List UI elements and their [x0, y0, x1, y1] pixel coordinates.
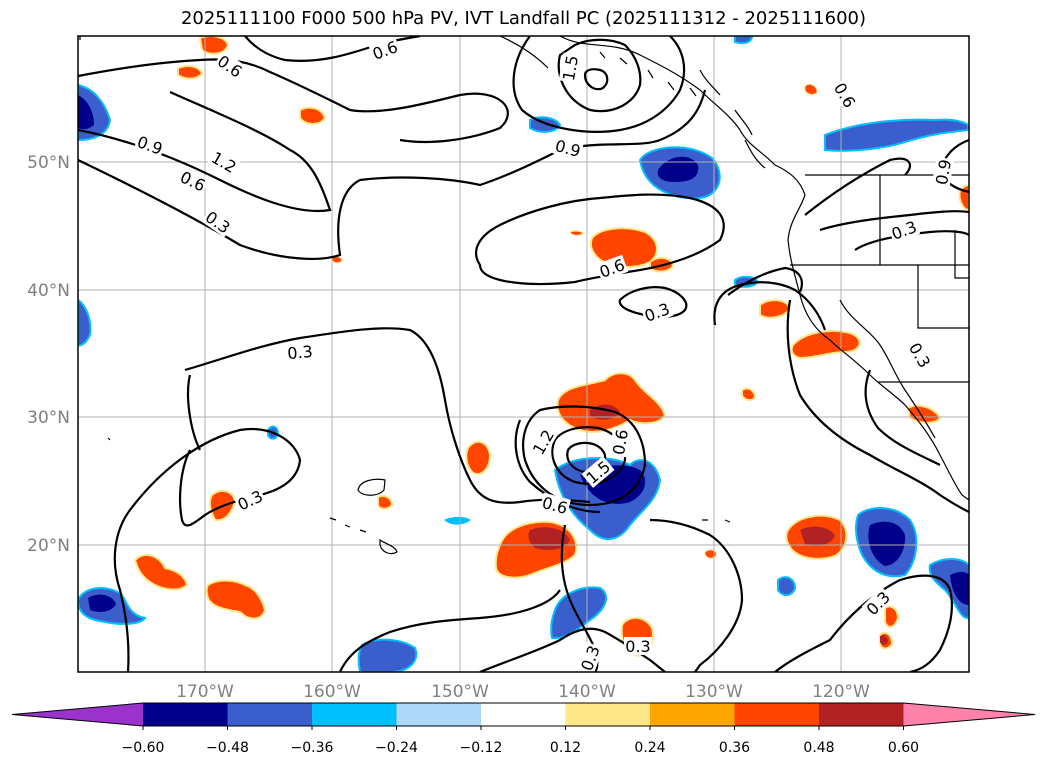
- contour-label-background: [624, 637, 652, 655]
- colorbar-tick-label: 0.36: [719, 740, 750, 756]
- colorbar-extend-high: [903, 703, 1035, 726]
- colorbar-tick-label: 0.24: [634, 740, 665, 756]
- lon-tick-label: 140°W: [558, 682, 616, 702]
- latitude-tick-labels: 50°N 40°N 30°N 20°N: [27, 153, 70, 556]
- contour-label-background: [931, 156, 955, 188]
- lon-tick-label: 120°W: [812, 682, 870, 702]
- contour-label-background: [861, 586, 895, 620]
- contour-label-background: [207, 147, 241, 177]
- contour-label-background: [201, 206, 235, 238]
- contour-label-background: [581, 456, 615, 488]
- colorbar-tick-label: −0.60: [122, 740, 165, 756]
- colorbar-segment: [819, 703, 904, 726]
- contour-label-background: [558, 52, 582, 84]
- coastlines: [79, 36, 969, 555]
- lat-tick-label: 50°N: [27, 153, 70, 173]
- contour-label-background: [905, 338, 935, 372]
- colorbar-tick-label: −0.48: [206, 740, 249, 756]
- contour-label: 0.9: [932, 158, 955, 186]
- contour-label-background: [539, 492, 571, 518]
- colorbar-tick-label: −0.24: [375, 740, 418, 756]
- colorbar-tick-label: 0.60: [888, 740, 919, 756]
- lon-tick-label: 160°W: [303, 682, 361, 702]
- colorbar-tick-label: 0.48: [803, 740, 834, 756]
- map-frame: [77, 35, 970, 673]
- contour-label-background: [133, 131, 167, 159]
- colorbar-segment: [650, 703, 735, 726]
- contour-label-background: [285, 341, 315, 363]
- colorbar-segment: [565, 703, 651, 726]
- contour-label-background: [368, 36, 402, 64]
- colorbar-tick-label: −0.12: [460, 740, 503, 756]
- colorbar-segment: [227, 703, 313, 726]
- map-title: 2025111100 F000 500 hPa PV, IVT Landfall…: [180, 8, 867, 29]
- lat-tick-label: 20°N: [27, 536, 70, 556]
- colorbar-segment: [481, 703, 566, 726]
- contour-label-background: [595, 254, 629, 282]
- lon-tick-label: 150°W: [431, 682, 489, 702]
- contour-label-background: [576, 641, 604, 672]
- colorbar-tick-label: 0.12: [550, 740, 581, 756]
- negative-anomaly-patches: [78, 36, 969, 672]
- contour-label-background: [528, 425, 558, 459]
- colorbar-segment: [396, 703, 482, 726]
- colorbar-extend-low: [12, 703, 143, 726]
- contour-label-background: [640, 298, 674, 326]
- colorbar-segment: [312, 703, 397, 726]
- contour-label-background: [213, 50, 247, 82]
- longitude-tick-labels: 170°W 160°W 150°W 140°W 130°W 120°W: [176, 682, 870, 702]
- lon-tick-label: 130°W: [685, 682, 743, 702]
- colorbar-tick-label: −0.36: [291, 740, 334, 756]
- colorbar-segment: [734, 703, 820, 726]
- contour-label-background: [887, 216, 921, 244]
- contour-label-background: [176, 166, 210, 196]
- contour-label: 0.3: [625, 637, 650, 656]
- contour-label-background: [830, 78, 860, 112]
- contour-label: 1.5: [559, 54, 582, 82]
- colorbar-segment: [143, 703, 228, 726]
- contour-label: 0.6: [609, 428, 632, 456]
- contour-label-background: [552, 135, 584, 161]
- contour-label-background: [233, 485, 267, 515]
- lat-tick-label: 40°N: [27, 281, 70, 301]
- colorbar: −0.60 −0.48 −0.36 −0.24 −0.12 0.12 0.24 0.36 0.4…: [11, 702, 1036, 756]
- pv-contours: [78, 36, 969, 672]
- lon-tick-label: 170°W: [176, 682, 234, 702]
- contour-label: 0.3: [287, 342, 314, 363]
- contour-label-background: [608, 426, 632, 458]
- lat-tick-label: 30°N: [27, 408, 70, 428]
- positive-anomaly-patches: [133, 36, 969, 658]
